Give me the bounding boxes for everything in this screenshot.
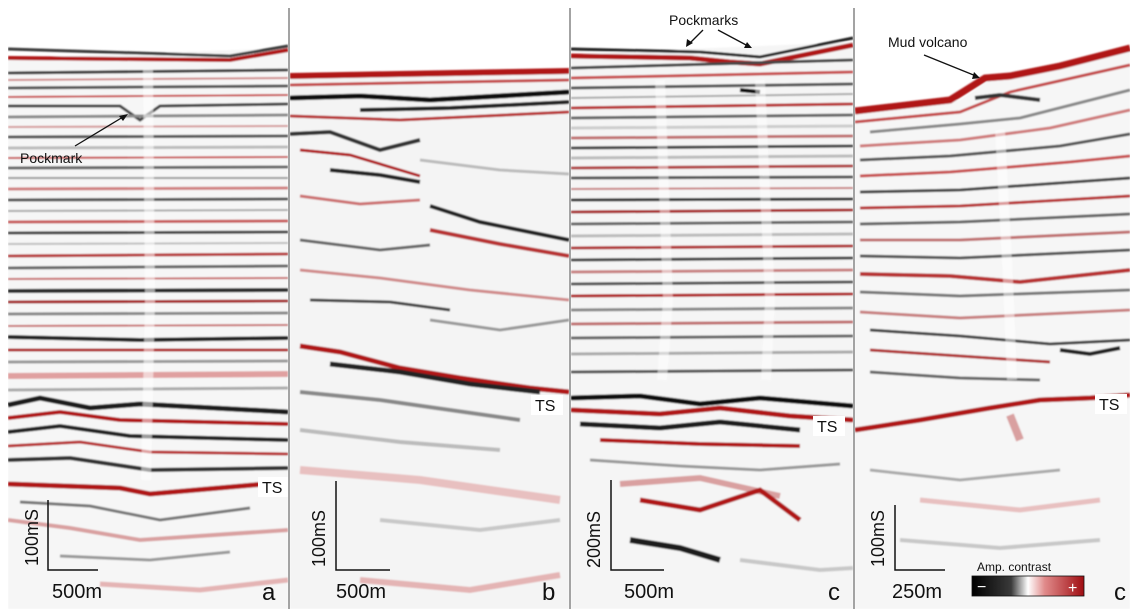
seismic-panel-d: Mud volcano TS 100mS 250m Amp. contrast …	[855, 34, 1130, 609]
horizontal-scale-label: 500m	[624, 581, 674, 603]
panel-letter: c	[828, 579, 840, 606]
panel-letter: b	[542, 579, 555, 606]
annotation-arrow	[923, 54, 977, 77]
horizon-label-ts: TS	[535, 398, 555, 415]
legend-positive-label: +	[1068, 580, 1077, 597]
annotation-mud-volcano: Mud volcano	[888, 34, 968, 50]
seismic-panel-a: Pockmark TS 100mS 500m a	[8, 44, 290, 609]
scale-bar: 100mS 500m	[22, 500, 102, 603]
scale-bar: 100mS 500m	[309, 481, 390, 603]
arrowhead-icon	[119, 114, 128, 121]
horizontal-scale-label: 250m	[892, 581, 942, 603]
annotation-arrow	[688, 29, 704, 45]
legend-negative-label: −	[977, 579, 986, 596]
amplitude-legend: Amp. contrast − +	[971, 560, 1085, 597]
horizon-label-box	[1095, 394, 1127, 414]
horizontal-scale-label: 500m	[52, 581, 102, 603]
vertical-scale-label: 100mS	[868, 510, 888, 567]
vertical-scale-label: 100mS	[309, 510, 329, 567]
color-scale-bar	[971, 575, 1085, 597]
legend-title: Amp. contrast	[977, 560, 1052, 574]
panel-letter: a	[262, 579, 276, 606]
horizon-label-ts: TS	[1099, 397, 1119, 414]
horizon-label-ts: TS	[817, 419, 837, 436]
seismic-panel-b: TS 100mS 500m b	[290, 68, 569, 609]
horizon-label-box	[531, 395, 563, 415]
annotation-arrow	[74, 116, 124, 147]
horizontal-scale-label: 500m	[336, 581, 386, 603]
annotation-arrow	[717, 29, 749, 47]
horizon-label-box	[258, 477, 290, 497]
arrowhead-icon	[744, 42, 752, 48]
horizon-label-ts: TS	[262, 480, 282, 497]
panel-letter: c	[1114, 579, 1126, 606]
scale-bar: 100mS 250m	[868, 505, 945, 603]
vertical-scale-label: 200mS	[584, 511, 604, 568]
vertical-scale-label: 100mS	[22, 509, 42, 566]
seismic-panel-c: Pockmarks TS 200mS 500m c	[571, 12, 853, 609]
horizon-label-box	[813, 416, 845, 436]
panel-dividers	[288, 8, 855, 609]
annotation-pockmark: Pockmark	[20, 150, 83, 166]
arrowhead-icon	[686, 39, 693, 47]
annotation-pockmarks: Pockmarks	[669, 12, 738, 28]
scale-bar: 200mS 500m	[584, 480, 674, 603]
arrowhead-icon	[972, 72, 980, 79]
